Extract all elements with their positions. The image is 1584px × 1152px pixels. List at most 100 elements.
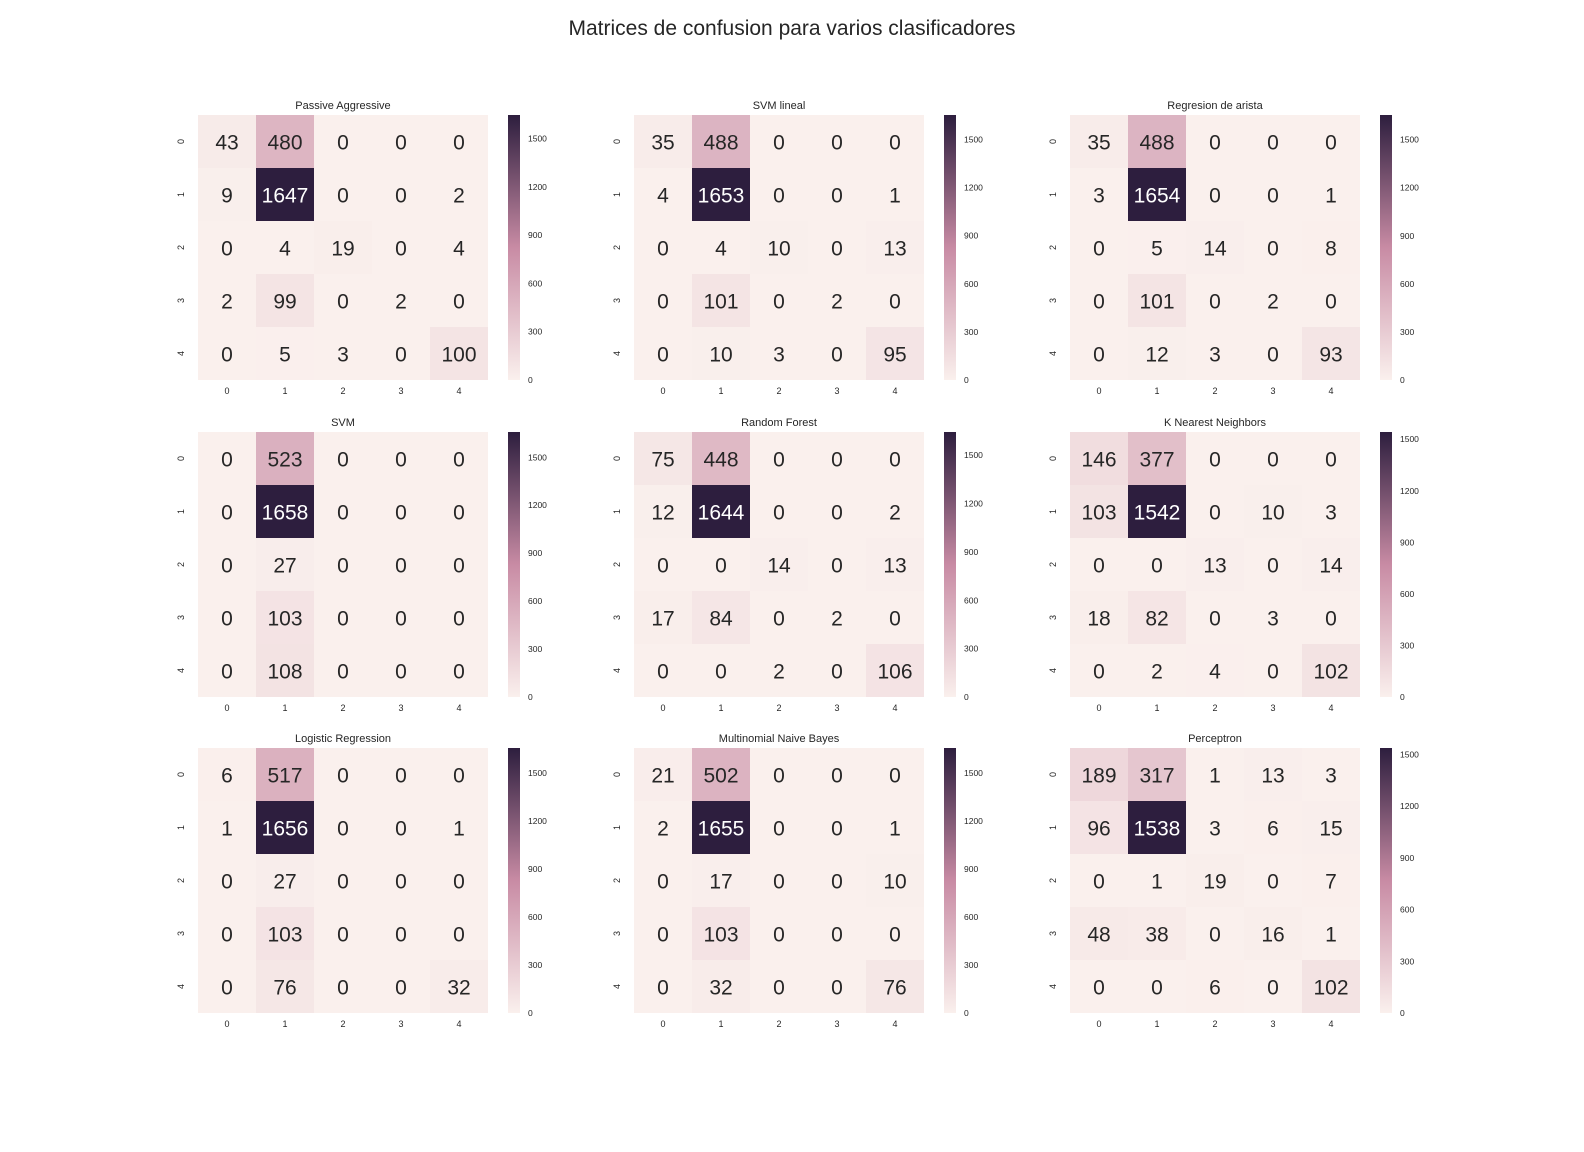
x-tick-label: 0: [1096, 386, 1101, 396]
heatmap-cell: [198, 485, 256, 538]
x-tick-label: 3: [1270, 386, 1275, 396]
cell-value-label: 0: [657, 555, 669, 578]
cell-value-label: 19: [1203, 871, 1226, 894]
x-tick-label: 0: [660, 1019, 665, 1029]
cell-value-label: 0: [453, 608, 465, 631]
cell-value-label: 0: [221, 449, 233, 472]
x-tick-label: 4: [892, 1019, 897, 1029]
colorbar-tick-label: 1500: [964, 135, 983, 145]
cell-value-label: 102: [1313, 977, 1348, 1000]
cell-value-label: 0: [1325, 132, 1337, 155]
colorbar-tick-label: 900: [1400, 537, 1414, 547]
cell-value-label: 0: [1093, 344, 1105, 367]
colorbar-tick-label: 300: [1400, 640, 1414, 650]
heatmap-cell: [372, 432, 430, 485]
cell-value-label: 0: [889, 291, 901, 314]
cell-value-label: 0: [657, 661, 669, 684]
heatmap-cell: [808, 115, 866, 168]
y-tick-label: 0: [612, 456, 622, 461]
heatmap-cell: [1244, 644, 1302, 697]
heatmap-cell: [634, 274, 692, 327]
heatmap-cell: [808, 591, 866, 644]
heatmap-cell: [1128, 432, 1186, 485]
cell-value-label: 0: [889, 765, 901, 788]
x-tick-label: 0: [1096, 1019, 1101, 1029]
cell-value-label: 0: [453, 871, 465, 894]
cell-value-label: 0: [337, 449, 349, 472]
x-tick-label: 0: [660, 386, 665, 396]
cell-value-label: 101: [703, 291, 738, 314]
heatmap-cell: [808, 432, 866, 485]
cell-value-label: 0: [395, 132, 407, 155]
heatmap-cell: [750, 274, 808, 327]
heatmap-title: Logistic Regression: [295, 733, 391, 745]
cell-value-label: 0: [1151, 977, 1163, 1000]
cell-value-label: 0: [337, 871, 349, 894]
heatmap-cell: [430, 801, 488, 854]
cell-value-label: 0: [773, 132, 785, 155]
heatmap-cell: [1186, 327, 1244, 380]
cell-value-label: 3: [1325, 502, 1337, 525]
y-tick-label: 0: [176, 456, 186, 461]
heatmap-cell: [1128, 854, 1186, 907]
heatmap-cell: [1128, 274, 1186, 327]
heatmap-cell: [198, 748, 256, 801]
colorbar-tick-label: 900: [528, 864, 542, 874]
heatmap-panel: Logistic Regression 6 517 0 0 0 1 1656 0 0 1 0 27 0 0 0…: [176, 733, 547, 1029]
colorbar: [1380, 115, 1392, 380]
cell-value-label: 43: [215, 132, 238, 155]
cell-value-label: 0: [1267, 555, 1279, 578]
cell-value-label: 1655: [698, 818, 745, 841]
heatmap-cell: [1128, 485, 1186, 538]
heatmap-cell: [1070, 591, 1128, 644]
heatmap-cell: [1244, 538, 1302, 591]
cell-value-label: 0: [337, 661, 349, 684]
heatmap-cell: [1128, 168, 1186, 221]
cell-value-label: 103: [267, 608, 302, 631]
x-tick-label: 1: [718, 703, 723, 713]
heatmap-cell: [750, 168, 808, 221]
heatmap-cell: [750, 538, 808, 591]
heatmap-cell: [866, 115, 924, 168]
x-tick-label: 0: [1096, 703, 1101, 713]
colorbar-tick-label: 900: [964, 231, 978, 241]
colorbar-tick-label: 1200: [964, 499, 983, 509]
heatmap-cell: [692, 432, 750, 485]
heatmap-cell: [866, 274, 924, 327]
heatmap-cell: [808, 485, 866, 538]
colorbar-tick-label: 300: [528, 327, 542, 337]
x-tick-label: 3: [834, 1019, 839, 1029]
x-tick-label: 4: [892, 703, 897, 713]
cell-value-label: 0: [831, 449, 843, 472]
cell-value-label: 3: [1267, 608, 1279, 631]
y-tick-label: 2: [176, 878, 186, 883]
colorbar: [508, 432, 520, 697]
cell-value-label: 0: [657, 977, 669, 1000]
heatmap-cell: [256, 432, 314, 485]
colorbar-tick-label: 1200: [528, 182, 547, 192]
cell-value-label: 5: [1151, 238, 1163, 261]
cell-value-label: 2: [831, 291, 843, 314]
heatmap-cell: [692, 485, 750, 538]
cell-value-label: 0: [773, 291, 785, 314]
cell-value-label: 0: [831, 238, 843, 261]
cell-value-label: 0: [657, 924, 669, 947]
colorbar-tick-label: 600: [964, 279, 978, 289]
heatmap-cell: [1302, 591, 1360, 644]
cell-value-label: 2: [453, 185, 465, 208]
colorbar: [1380, 748, 1392, 1013]
heatmap-cell: [198, 168, 256, 221]
heatmap-cell: [692, 801, 750, 854]
x-tick-label: 4: [1328, 703, 1333, 713]
cell-value-label: 3: [337, 344, 349, 367]
colorbar-tick-label: 300: [964, 960, 978, 970]
colorbar-tick-label: 300: [1400, 327, 1414, 337]
cell-value-label: 0: [395, 661, 407, 684]
cell-value-label: 17: [651, 608, 674, 631]
heatmap-cell: [1128, 538, 1186, 591]
y-tick-label: 2: [612, 562, 622, 567]
colorbar-tick-label: 0: [528, 375, 533, 385]
cell-value-label: 84: [709, 608, 733, 631]
